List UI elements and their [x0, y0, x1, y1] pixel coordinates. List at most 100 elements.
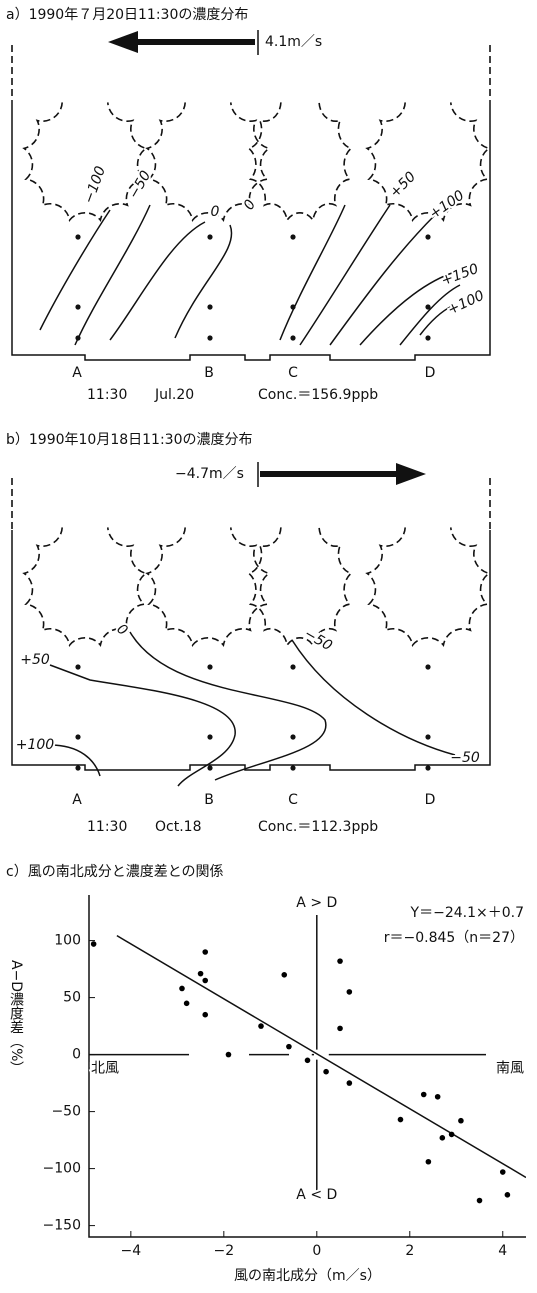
conc-label: Conc.＝156.9ppb — [258, 387, 378, 403]
y-tick-label: 50 — [63, 990, 81, 1006]
site-label: A — [72, 792, 82, 808]
annotation: A < D — [296, 1187, 337, 1203]
point — [258, 1023, 264, 1029]
annotation: 南風 — [496, 1061, 524, 1077]
contour-label: −50 — [126, 168, 155, 202]
x-tick-label: −4 — [121, 1243, 142, 1259]
wall-dashed — [12, 478, 490, 530]
site-point — [75, 304, 80, 309]
site-point — [425, 234, 430, 239]
site-point — [75, 765, 80, 770]
site-point — [290, 765, 295, 770]
y-tick-label: −150 — [43, 1218, 81, 1234]
y-axis-label: A−D濃度差（%） — [8, 960, 24, 1075]
site-point — [425, 335, 430, 340]
y-tick-label: −50 — [51, 1104, 81, 1120]
site-point — [290, 664, 295, 669]
point — [435, 1094, 441, 1100]
site-point — [75, 734, 80, 739]
chart-title: c）風の南北成分と濃度差との関係 — [6, 864, 224, 880]
contour-label: +100 — [445, 288, 487, 319]
zero-lines — [89, 915, 486, 1192]
point — [202, 949, 208, 955]
contour-label: 0 — [241, 197, 259, 213]
site-point — [425, 664, 430, 669]
axes — [89, 895, 526, 1237]
site-point — [425, 734, 430, 739]
tree-crown — [249, 102, 351, 220]
site-label: C — [288, 792, 298, 808]
point — [337, 958, 343, 964]
site-point — [75, 335, 80, 340]
contour-label: +50 — [20, 652, 50, 668]
site-point — [425, 304, 430, 309]
point — [449, 1132, 455, 1138]
annotation: A > D — [296, 895, 337, 911]
point — [398, 1117, 404, 1123]
site-point — [290, 234, 295, 239]
arrow-head — [396, 463, 426, 485]
y-tick-label: −100 — [43, 1161, 81, 1177]
site-point — [75, 664, 80, 669]
panel-title: b）1990年10月18日11:30の濃度分布 — [6, 432, 253, 448]
tree-crown — [367, 527, 489, 645]
point — [179, 986, 185, 992]
point — [440, 1135, 446, 1141]
annotation: 北風 — [91, 1061, 119, 1077]
point — [323, 1069, 329, 1075]
point — [337, 1026, 343, 1032]
y-tick-label: 0 — [72, 1047, 81, 1063]
site-point — [207, 664, 212, 669]
x-tick-label: 4 — [498, 1243, 507, 1259]
site-point — [207, 335, 212, 340]
point — [458, 1118, 464, 1124]
point — [426, 1159, 432, 1165]
time-label: 11:30 — [87, 819, 127, 835]
wind-speed: 4.1m／s — [265, 34, 322, 50]
tree-crown — [367, 102, 489, 220]
contour-label: −100 — [81, 164, 109, 206]
x-axis-label: 風の南北成分（m／s） — [234, 1268, 381, 1284]
site-point — [207, 765, 212, 770]
fit-line — [117, 936, 526, 1178]
point — [202, 1012, 208, 1018]
point — [91, 941, 97, 947]
contour-label: +100 — [427, 187, 468, 222]
tree-crown — [249, 527, 351, 645]
site-label: D — [425, 792, 436, 808]
point — [198, 971, 204, 977]
point — [477, 1198, 483, 1204]
site-label: D — [425, 365, 436, 381]
contour-label: −50 — [301, 626, 335, 655]
point — [202, 978, 208, 984]
contours — [50, 632, 455, 786]
time-label: 11:30 — [87, 387, 127, 403]
x-tick-label: 0 — [312, 1243, 321, 1259]
wall-dashed — [12, 45, 490, 100]
site-point — [75, 234, 80, 239]
site-point — [290, 734, 295, 739]
contour-label: 0 — [211, 204, 220, 220]
site-label: C — [288, 365, 298, 381]
point — [281, 972, 287, 978]
site-label: B — [204, 792, 214, 808]
wind-speed: −4.7m／s — [175, 466, 244, 482]
point — [226, 1052, 232, 1058]
date-label: Oct.18 — [155, 819, 201, 835]
contour-label: +100 — [16, 737, 55, 753]
point — [347, 989, 353, 995]
site-point — [425, 765, 430, 770]
point — [421, 1092, 427, 1098]
contour-label: −50 — [450, 750, 480, 766]
tree-crown — [147, 527, 269, 645]
site-point — [207, 304, 212, 309]
site-label: B — [204, 365, 214, 381]
point — [347, 1080, 353, 1086]
point — [305, 1058, 311, 1064]
conc-label: Conc.＝112.3ppb — [258, 819, 378, 835]
site-point — [290, 304, 295, 309]
street-outline — [12, 530, 490, 770]
site-point — [290, 335, 295, 340]
x-tick-label: 2 — [405, 1243, 414, 1259]
site-point — [207, 734, 212, 739]
